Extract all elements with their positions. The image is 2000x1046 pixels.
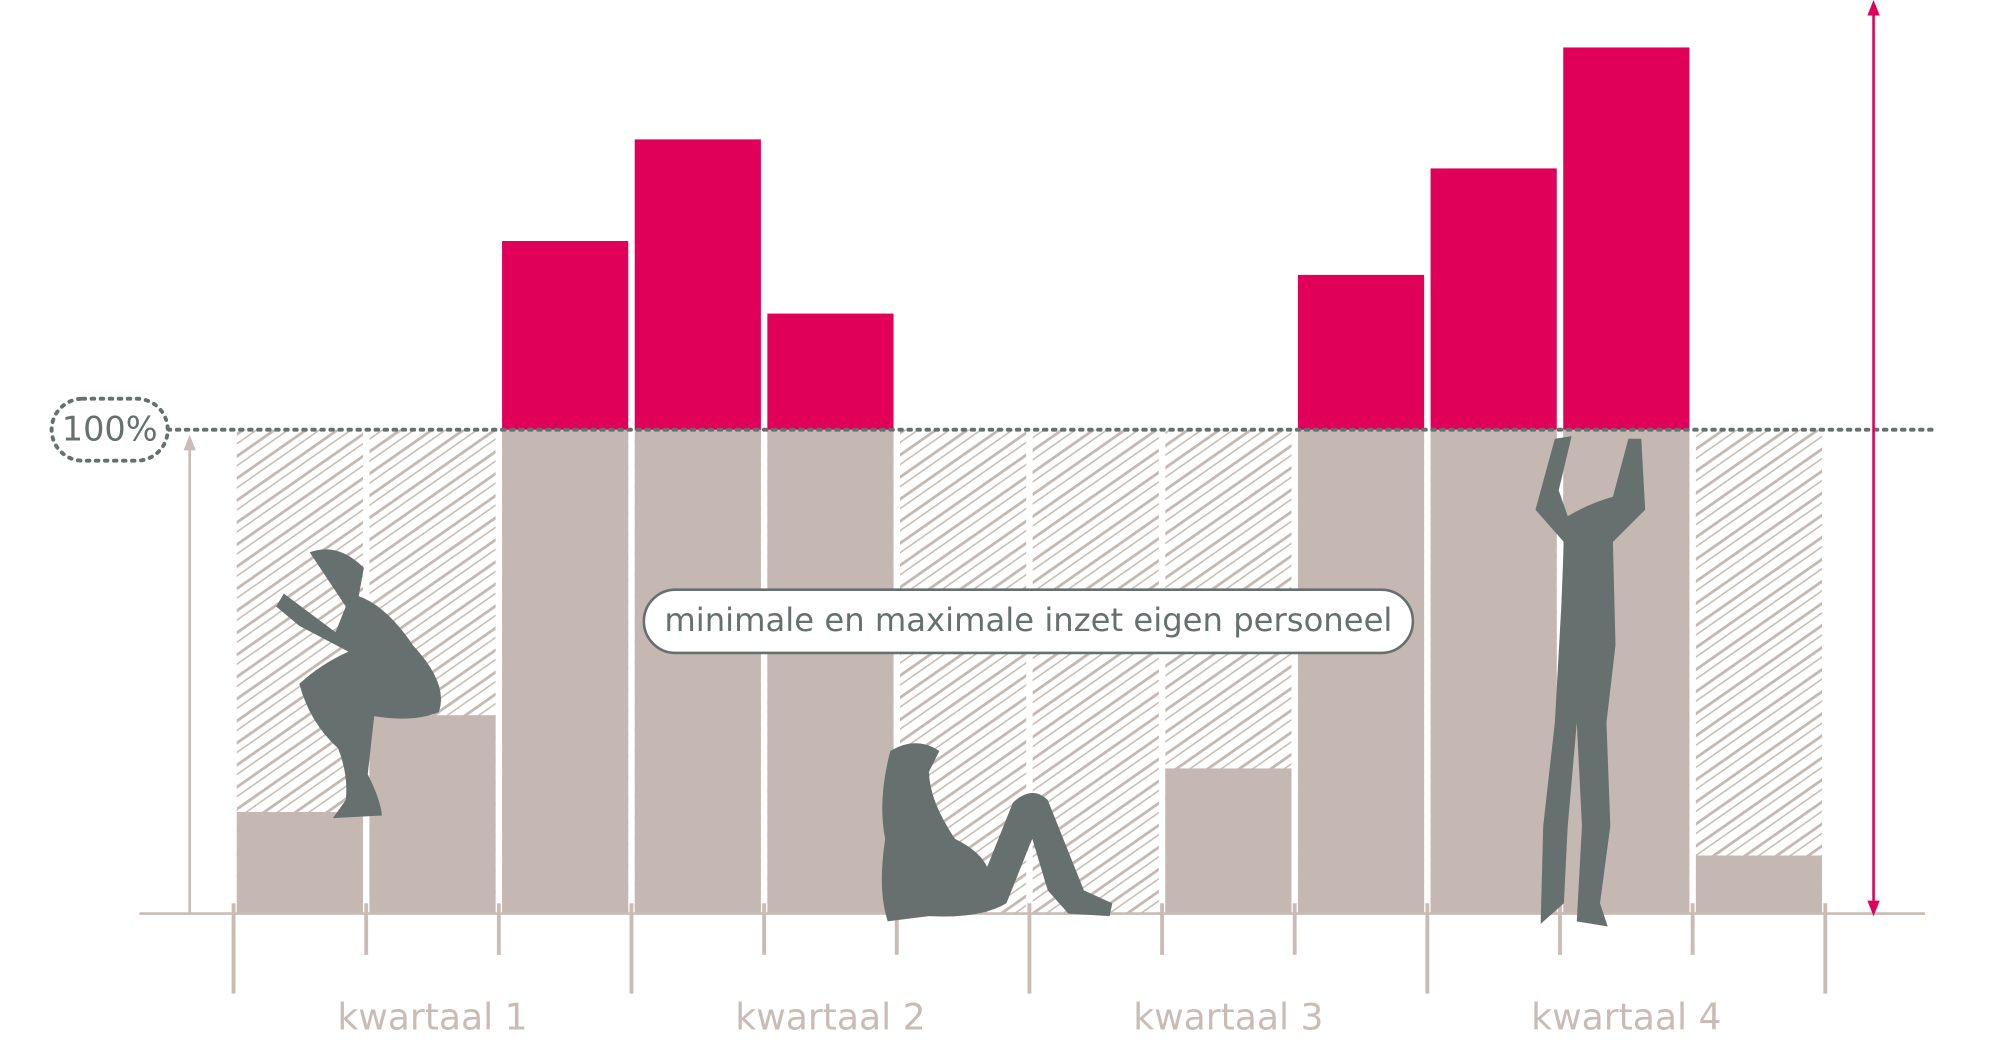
bar-over — [634, 139, 761, 430]
bar-over — [1430, 168, 1557, 430]
annotation-box — [642, 588, 1415, 655]
x-group-label: kwartaal 1 — [337, 995, 527, 1038]
annotation: minimale en maximale inzet eigen persone… — [664, 601, 1392, 639]
bar-over — [1563, 47, 1690, 430]
y-tick-label: 100% — [62, 410, 158, 449]
bar — [634, 429, 761, 914]
x-group-label: kwartaal 2 — [735, 995, 925, 1038]
bar — [369, 715, 496, 914]
x-group-label: kwartaal 3 — [1133, 995, 1323, 1038]
bar — [1430, 429, 1557, 914]
bar — [1165, 768, 1292, 914]
bar — [1695, 855, 1823, 914]
bar-over — [767, 313, 894, 430]
capacity-hatch — [1695, 429, 1823, 914]
chart-layer: kwartaal 1 kwartaal 2 kwartaal 3 kwartaal 4… — [49, 0, 1938, 1038]
bar-over — [1297, 274, 1425, 430]
x-group-label: kwartaal 4 — [1531, 995, 1721, 1038]
bar — [502, 429, 629, 914]
bar — [236, 811, 363, 914]
jumping-figure — [276, 549, 442, 819]
standing-figure — [1535, 436, 1646, 927]
reference-label-box — [49, 396, 170, 463]
bar — [767, 429, 894, 914]
sitting-figure — [881, 743, 1113, 922]
bar-over — [502, 241, 629, 430]
bar — [1297, 429, 1425, 914]
